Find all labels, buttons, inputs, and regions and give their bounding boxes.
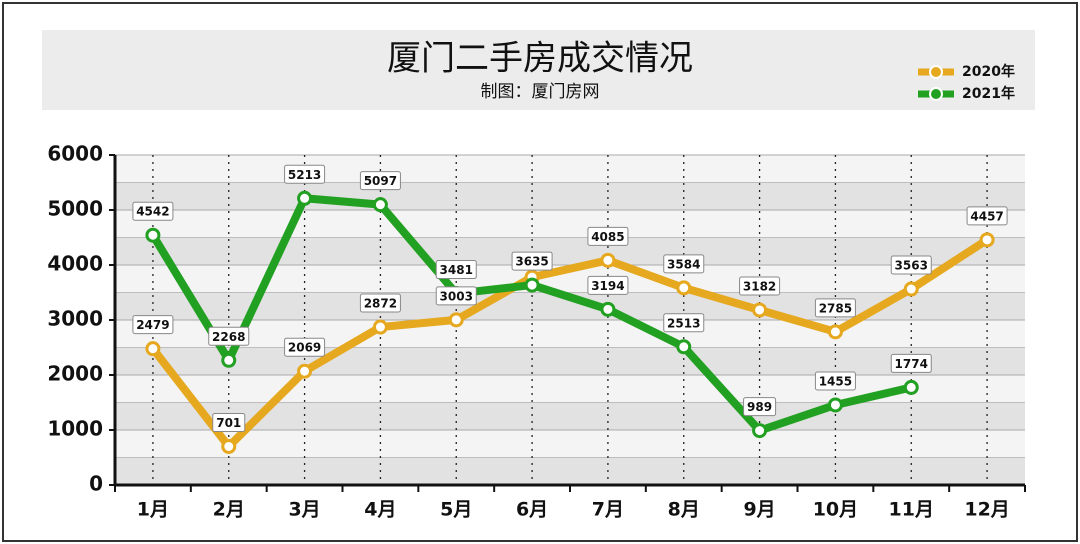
data-label: 1774 <box>895 357 928 371</box>
point <box>676 339 692 355</box>
label-box <box>132 315 174 335</box>
label-box <box>587 275 629 295</box>
x-tick-label: 11月 <box>889 499 934 521</box>
label-box <box>587 226 629 246</box>
label-box <box>890 353 932 373</box>
label-box <box>359 171 401 191</box>
stripe <box>115 182 1025 210</box>
label-box <box>743 397 777 417</box>
data-label: 1455 <box>819 374 852 388</box>
label-box <box>359 293 401 313</box>
label-box <box>814 371 856 391</box>
label-box <box>663 313 705 333</box>
data-label: 2069 <box>288 341 321 355</box>
chart-subtitle: 制图：厦门房网 <box>481 82 600 102</box>
x-tick-label: 6月 <box>516 499 548 521</box>
x-tick-label: 5月 <box>440 499 472 521</box>
point <box>827 324 843 340</box>
legend-label: 2020年 <box>962 63 1015 80</box>
label-box <box>739 276 781 296</box>
y-tick-label: 2000 <box>47 362 103 386</box>
stripe <box>115 237 1025 265</box>
x-tick-label: 7月 <box>592 499 624 521</box>
x-tick-label: 3月 <box>288 499 320 521</box>
legend-label: 2021年 <box>962 85 1015 102</box>
y-tick-label: 6000 <box>47 142 103 166</box>
series-line <box>149 236 990 451</box>
data-label: 4542 <box>136 205 169 219</box>
point <box>827 397 843 413</box>
point <box>297 190 313 206</box>
data-label: 2513 <box>667 316 700 330</box>
point <box>979 232 995 248</box>
point <box>600 301 616 317</box>
x-tick-label: 1月 <box>137 499 169 521</box>
data-label: 989 <box>747 400 772 414</box>
legend-marker <box>929 65 943 79</box>
label-box <box>132 201 174 221</box>
data-label: 4085 <box>591 230 624 244</box>
label-box <box>435 260 477 280</box>
x-tick-label: 9月 <box>743 499 775 521</box>
label-box <box>814 298 856 318</box>
label-box <box>663 254 705 274</box>
data-label: 2785 <box>819 301 852 315</box>
legend-marker <box>929 87 943 101</box>
data-label: 3182 <box>743 279 776 293</box>
chart-title: 厦门二手房成交情况 <box>387 39 693 79</box>
point <box>903 379 919 395</box>
point <box>372 319 388 335</box>
point <box>676 280 692 296</box>
point <box>221 352 237 368</box>
point <box>903 281 919 297</box>
x-tick-label: 8月 <box>668 499 700 521</box>
stripe <box>115 347 1025 375</box>
x-tick-label: 2月 <box>213 499 245 521</box>
data-label: 3003 <box>440 289 473 303</box>
label-box <box>284 337 326 357</box>
data-label: 3194 <box>591 279 624 293</box>
point <box>448 312 464 328</box>
x-tick-label: 10月 <box>813 499 858 521</box>
y-tick-label: 3000 <box>47 307 103 331</box>
data-label: 5097 <box>364 174 397 188</box>
data-label: 2479 <box>136 318 169 332</box>
point <box>372 197 388 213</box>
data-label: 701 <box>216 416 241 430</box>
point <box>297 363 313 379</box>
point <box>145 341 161 357</box>
y-tick-label: 5000 <box>47 197 103 221</box>
data-label: 2268 <box>212 330 245 344</box>
data-label: 5213 <box>288 168 321 182</box>
data-label: 3563 <box>895 259 928 273</box>
data-label: 3584 <box>667 257 700 271</box>
label-box <box>212 412 246 432</box>
data-label: 2872 <box>364 297 397 311</box>
x-tick-label: 4月 <box>364 499 396 521</box>
point <box>524 277 540 293</box>
data-label: 3481 <box>440 263 473 277</box>
y-tick-label: 4000 <box>47 252 103 276</box>
title-panel <box>42 30 1035 110</box>
label-box <box>890 255 932 275</box>
label-box <box>966 206 1008 226</box>
data-label: 4457 <box>970 209 1003 223</box>
data-label: 3635 <box>515 255 548 269</box>
y-tick-label: 0 <box>89 472 103 496</box>
label-box <box>208 326 250 346</box>
stripe <box>115 457 1025 485</box>
y-tick-label: 1000 <box>47 417 103 441</box>
point <box>752 302 768 318</box>
point <box>600 252 616 268</box>
label-box <box>435 286 477 306</box>
x-tick-label: 12月 <box>964 499 1009 521</box>
point <box>752 423 768 439</box>
label-box <box>511 251 553 271</box>
label-box <box>284 164 326 184</box>
point <box>145 227 161 243</box>
point <box>221 438 237 454</box>
